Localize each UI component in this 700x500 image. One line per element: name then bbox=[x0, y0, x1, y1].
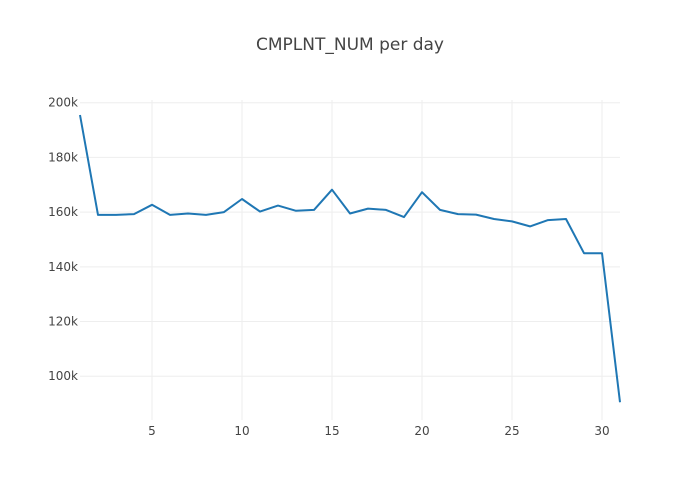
chart-title: CMPLNT_NUM per day bbox=[256, 35, 444, 55]
y-tick-label: 180k bbox=[48, 150, 78, 164]
y-tick-label: 120k bbox=[48, 315, 78, 329]
y-tick-label: 200k bbox=[48, 96, 78, 110]
series-group bbox=[79, 114, 621, 403]
x-tick-label: 25 bbox=[504, 424, 519, 438]
x-tick-label: 20 bbox=[414, 424, 429, 438]
y-tick-label: 100k bbox=[48, 369, 78, 383]
x-axis-tick-labels: 5 10 15 20 25 30 bbox=[148, 424, 609, 438]
x-tick-label: 30 bbox=[594, 424, 609, 438]
series-line bbox=[79, 114, 621, 403]
y-tick-label: 140k bbox=[48, 260, 78, 274]
x-tick-label: 10 bbox=[234, 424, 249, 438]
y-gridlines bbox=[80, 102, 620, 377]
y-tick-label: 160k bbox=[48, 205, 78, 219]
y-axis-tick-labels: 100k 120k 140k 160k 180k 200k bbox=[48, 96, 78, 384]
x-tick-label: 5 bbox=[148, 424, 156, 438]
x-tick-label: 15 bbox=[324, 424, 339, 438]
x-gridlines bbox=[151, 100, 603, 420]
